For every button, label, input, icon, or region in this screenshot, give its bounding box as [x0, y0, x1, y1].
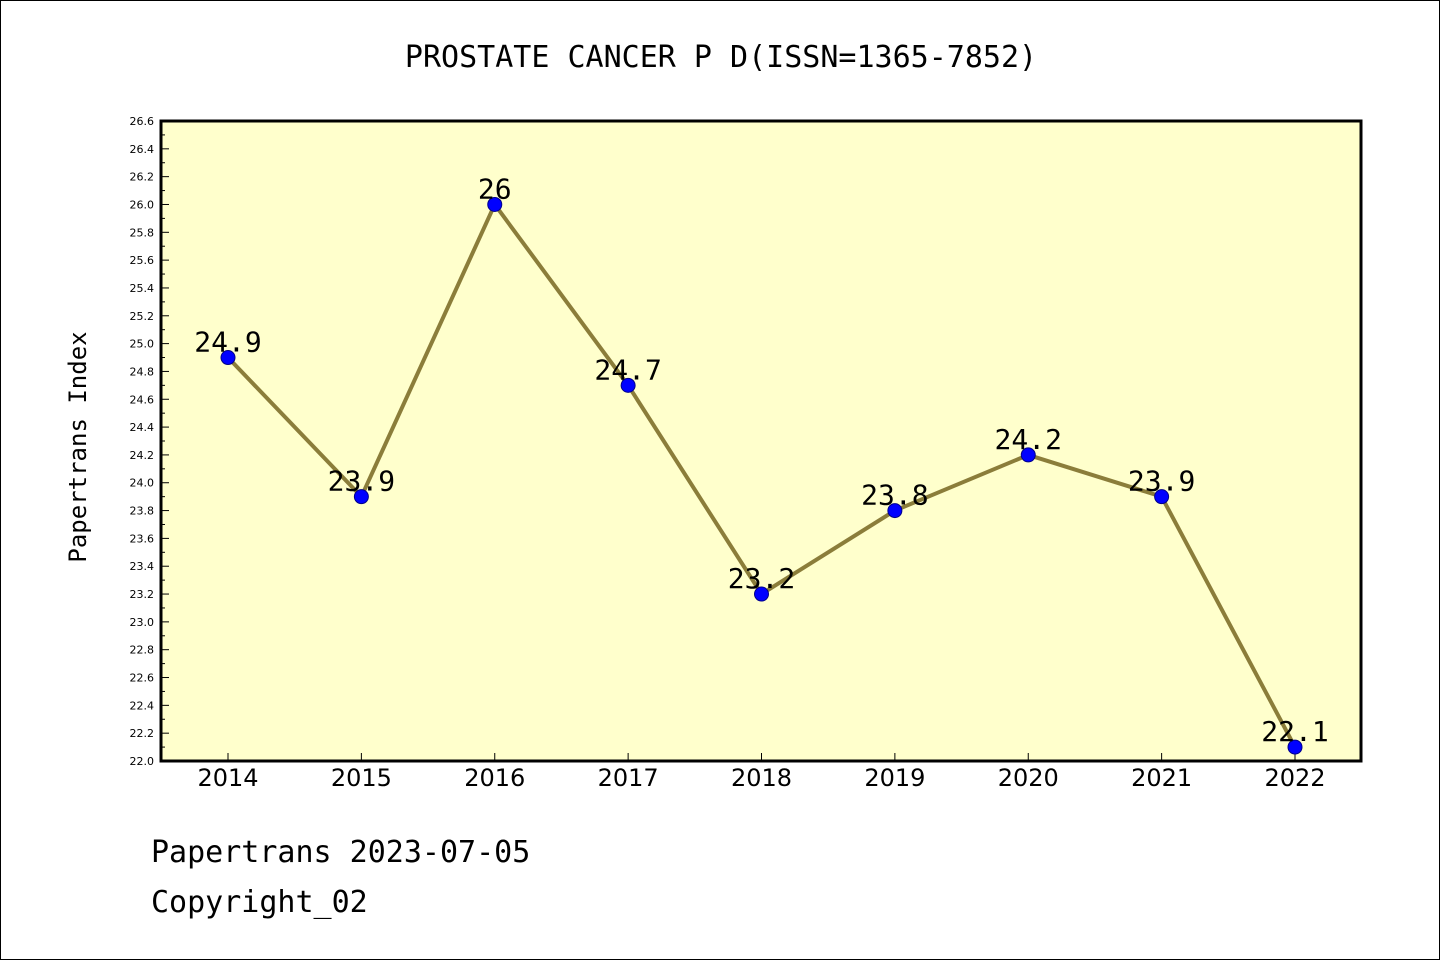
footer-copyright: Copyright_02: [151, 885, 368, 920]
data-label: 26: [478, 172, 512, 205]
data-point: [1020, 447, 1036, 463]
x-tick-label: 2017: [598, 764, 659, 792]
plot-area: [159, 119, 1363, 763]
y-tick-label: 23.0: [130, 616, 155, 629]
y-tick-label: 24.0: [130, 477, 155, 490]
y-tick-label: 23.6: [130, 532, 155, 545]
x-tick-label: 2021: [1131, 764, 1192, 792]
data-point: [353, 489, 369, 505]
y-tick-label: 26.0: [130, 198, 155, 211]
y-tick-label: 25.0: [130, 338, 155, 351]
data-point: [754, 586, 769, 602]
chart-title: PROSTATE CANCER P D(ISSN=1365-7852): [405, 40, 1037, 75]
y-tick-label: 22.4: [130, 699, 155, 712]
data-label: 23.2: [728, 562, 795, 595]
data-label: 22.1: [1261, 715, 1328, 748]
data-label: 23.9: [1128, 465, 1195, 498]
series-layer: 24.9 23.9 26 24.7 23.2 23.8 24.2 23.9 22.1: [194, 172, 1329, 755]
footer-date: Papertrans 2023-07-05: [151, 835, 531, 870]
x-tick-label: 2015: [331, 764, 392, 792]
x-tick-label: 2022: [1264, 764, 1325, 792]
y-tick-label: 25.4: [130, 282, 155, 295]
y-tick-label: 23.4: [130, 560, 155, 573]
y-tick-label: 26.2: [130, 171, 155, 184]
data-label: 23.8: [861, 479, 928, 512]
y-tick-label: 24.2: [130, 449, 155, 462]
y-tick-label: 23.2: [130, 588, 155, 601]
x-tick-label: 2018: [731, 764, 792, 792]
y-tick-label: 25.6: [130, 254, 155, 267]
y-tick-label: 22.2: [130, 727, 155, 740]
y-tick-label: 26.4: [130, 143, 155, 156]
y-axis: 22.0 22.2 22.4 22.6 22.8 23.0 23.2 23.4 23.6 23.8…: [130, 115, 169, 768]
data-label: 23.9: [328, 465, 395, 498]
y-tick-label: 25.8: [130, 226, 155, 239]
data-point: [620, 377, 636, 393]
x-tick-label: 2016: [464, 764, 525, 792]
y-tick-label: 24.6: [130, 393, 155, 406]
data-point: [1287, 739, 1303, 755]
data-label: 24.2: [995, 423, 1062, 456]
y-axis-label: Papertrans Index: [64, 331, 92, 562]
x-tick-label: 2020: [998, 764, 1059, 792]
x-tick-label: 2019: [864, 764, 925, 792]
y-tick-label: 22.6: [130, 672, 155, 685]
data-label: 24.9: [194, 326, 261, 359]
y-tick-label: 22.0: [130, 755, 155, 768]
y-tick-label: 22.8: [130, 644, 155, 657]
x-axis: 2014 2015 2016 2017 2018 2019 2020 2021 2022: [197, 753, 1326, 792]
data-label: 24.7: [594, 353, 661, 386]
data-point: [487, 196, 503, 212]
y-tick-label: 26.6: [130, 115, 155, 128]
x-tick-label: 2014: [197, 764, 258, 792]
y-tick-label: 24.8: [130, 365, 155, 378]
data-point: [1154, 489, 1170, 505]
y-tick-label: 23.8: [130, 505, 155, 518]
data-point: [220, 350, 236, 366]
y-tick-label: 24.4: [130, 421, 155, 434]
y-tick-label: 25.2: [130, 310, 155, 323]
data-point: [887, 503, 903, 519]
